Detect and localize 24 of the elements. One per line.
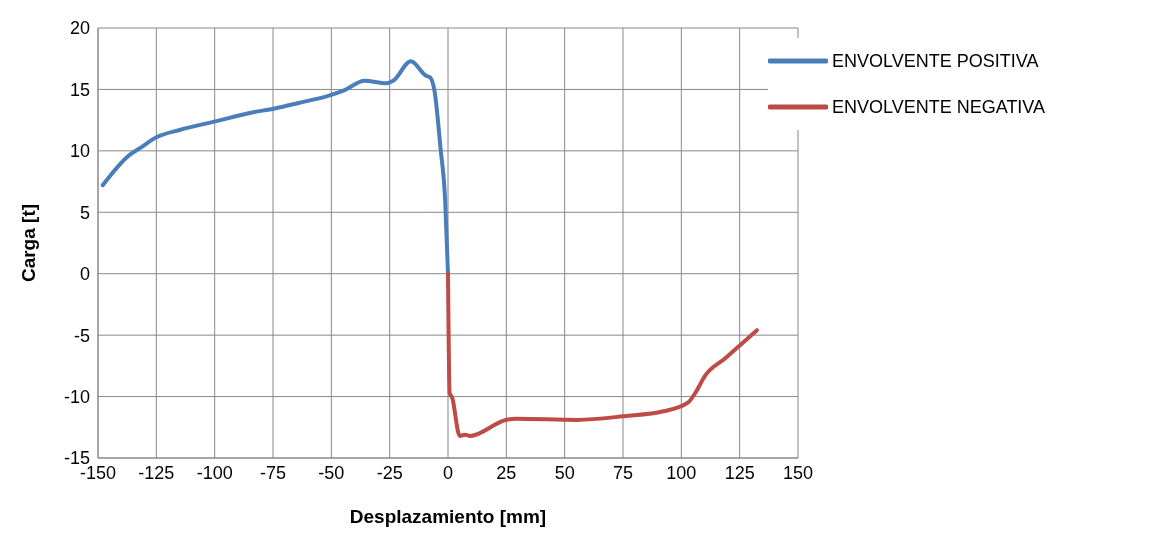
y-tick-label: 5 bbox=[79, 202, 90, 223]
line-series bbox=[446, 271, 759, 438]
y-tick-label: -5 bbox=[73, 325, 90, 346]
x-tick-label: 0 bbox=[442, 462, 454, 483]
x-tick-label: 75 bbox=[612, 462, 634, 483]
legend-label: ENVOLVENTE NEGATIVA bbox=[832, 96, 1046, 118]
x-tick-label: -25 bbox=[376, 462, 403, 483]
x-tick-label: -50 bbox=[318, 462, 345, 483]
y-tick-label: 10 bbox=[69, 141, 90, 162]
x-tick-label: 125 bbox=[724, 462, 755, 483]
x-tick-label: -100 bbox=[196, 462, 233, 483]
legend-label: ENVOLVENTE POSITIVA bbox=[832, 50, 1039, 72]
y-tick-label: 0 bbox=[79, 264, 90, 285]
x-tick-label: -75 bbox=[259, 462, 287, 483]
x-tick-label: 50 bbox=[554, 462, 575, 483]
x-axis-title: Desplazamiento [mm] bbox=[349, 506, 547, 527]
x-tick-label: 100 bbox=[666, 462, 697, 483]
y-axis-title: Carga [t] bbox=[17, 203, 39, 283]
y-tick-label: 20 bbox=[69, 18, 90, 39]
x-tick-label: 25 bbox=[496, 462, 517, 483]
y-tick-label: -10 bbox=[63, 386, 90, 407]
y-tick-label: 15 bbox=[69, 79, 90, 100]
x-tick-label: 150 bbox=[782, 462, 814, 483]
x-tick-label: -125 bbox=[138, 462, 175, 483]
